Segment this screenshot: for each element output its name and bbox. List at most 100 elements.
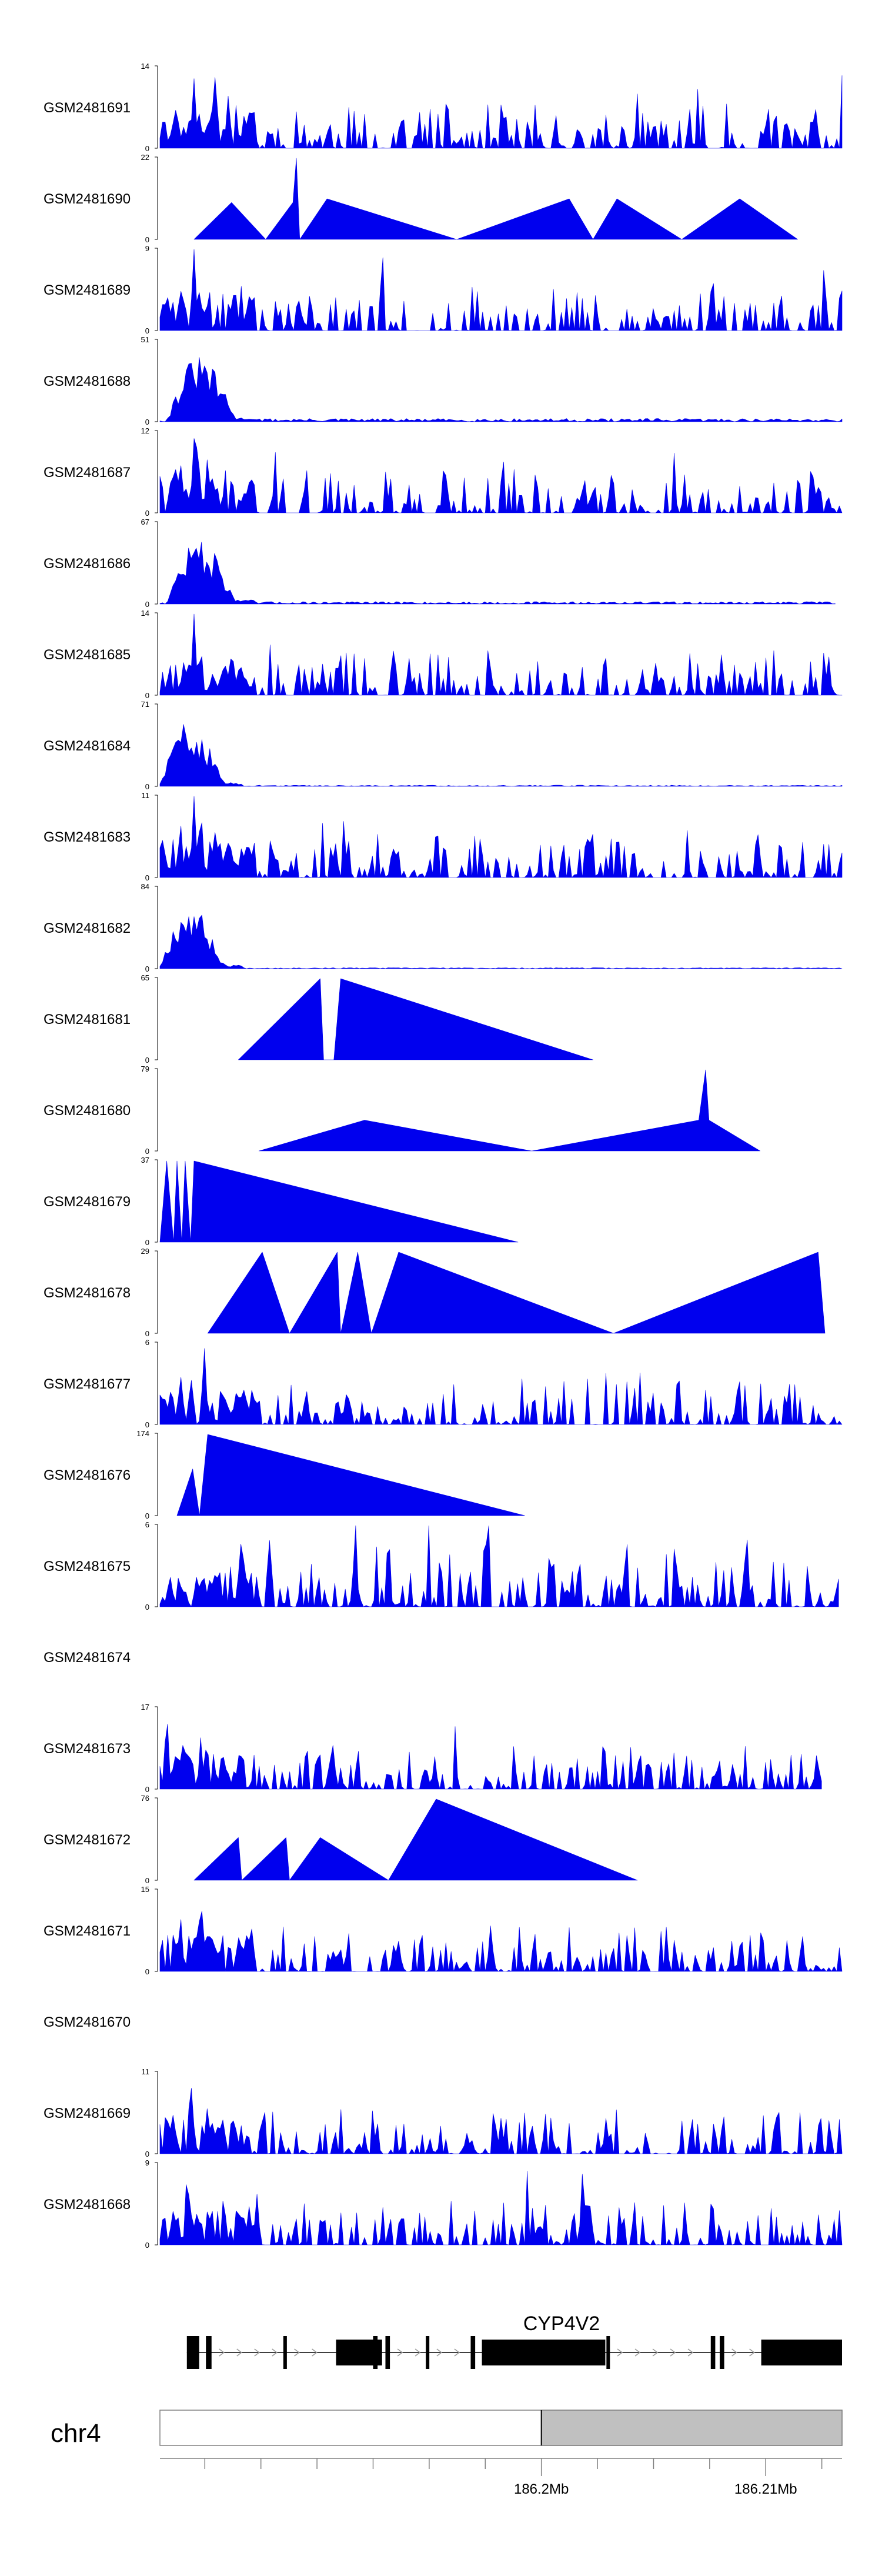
- signal-area: [159, 1348, 843, 1425]
- strand-arrow: [312, 2348, 318, 2357]
- y-tick-label-min: 0: [145, 1056, 149, 1065]
- track-label: GSM2481671: [44, 1923, 131, 1939]
- chromosome-label: chr4: [51, 2419, 101, 2448]
- exon: [283, 2336, 287, 2369]
- track-GSM2481677: GSM2481677 6 0: [44, 1338, 843, 1429]
- signal-area: [159, 1911, 843, 1972]
- y-tick-label-max: 6: [145, 1520, 149, 1529]
- y-tick-label-max: 37: [141, 1156, 149, 1164]
- track-label: GSM2481688: [44, 373, 131, 389]
- y-tick-label-min: 0: [145, 2150, 149, 2158]
- track-label: GSM2481676: [44, 1467, 131, 1483]
- signal-tracks: GSM2481691140GSM2481690220GSM248168990GS…: [44, 62, 843, 2250]
- track-label: GSM2481677: [44, 1376, 131, 1392]
- track-label: GSM2481674: [44, 1650, 131, 1666]
- strand-arrow: [436, 2348, 443, 2357]
- gene-model-track: CYP4V2: [186, 2313, 842, 2369]
- gene-label: CYP4V2: [523, 2313, 600, 2335]
- track-GSM2481673: GSM2481673 17 0: [44, 1703, 822, 1794]
- track-label: GSM2481691: [44, 100, 131, 116]
- track-GSM2481674: GSM2481674: [44, 1650, 131, 1666]
- track-GSM2481672: GSM2481672 76 0: [44, 1794, 638, 1885]
- track-label: GSM2481670: [44, 2014, 131, 2030]
- y-tick-label-min: 0: [145, 1876, 149, 1885]
- signal-area: [176, 1434, 525, 1516]
- y-tick-label-max: 71: [141, 700, 149, 709]
- axis-tick-label: 186.21Mb: [734, 2481, 797, 2497]
- y-tick-label-min: 0: [145, 1511, 149, 1520]
- track-GSM2481671: GSM2481671 15 0: [44, 1885, 843, 1976]
- y-tick-label-max: 65: [141, 973, 149, 982]
- track-GSM2481678: GSM2481678 29 0: [44, 1247, 826, 1338]
- y-tick-label-min: 0: [145, 965, 149, 973]
- signal-area: [159, 438, 843, 513]
- track-GSM2481686: GSM2481686 67 0: [44, 518, 836, 609]
- strand-arrow: [254, 2348, 260, 2357]
- y-tick-label-min: 0: [145, 600, 149, 609]
- strand-arrow: [294, 2348, 300, 2357]
- track-GSM2481668: GSM2481668 9 0: [44, 2158, 843, 2250]
- signal-area: [159, 724, 843, 787]
- exon: [206, 2336, 212, 2369]
- signal-area: [159, 2171, 843, 2245]
- track-label: GSM2481686: [44, 556, 131, 572]
- y-tick-label-max: 79: [141, 1065, 149, 1073]
- track-label: GSM2481690: [44, 191, 131, 207]
- track-GSM2481685: GSM2481685 14 0: [44, 609, 843, 700]
- signal-area: [238, 978, 593, 1060]
- signal-area: [159, 915, 843, 969]
- strand-arrow: [236, 2348, 243, 2357]
- y-tick-label-max: 84: [141, 882, 149, 891]
- highlight-region: [540, 2410, 843, 2446]
- strand-arrow: [652, 2348, 659, 2357]
- strand-arrow: [749, 2348, 755, 2357]
- y-tick-label-max: 15: [141, 1885, 149, 1894]
- y-tick-label-min: 0: [145, 1147, 149, 1156]
- track-label: GSM2481683: [44, 829, 131, 845]
- y-tick-label-min: 0: [145, 326, 149, 335]
- exon: [426, 2336, 430, 2369]
- exon: [720, 2336, 724, 2369]
- track-GSM2481691: GSM2481691 14 0: [44, 62, 843, 153]
- signal-area: [159, 1160, 519, 1243]
- y-tick-label-max: 29: [141, 1247, 149, 1256]
- y-tick-label-min: 0: [145, 782, 149, 791]
- track-label: GSM2481684: [44, 738, 131, 754]
- y-tick-label-max: 11: [142, 2067, 150, 2076]
- track-GSM2481683: GSM2481683 11 0: [44, 791, 843, 882]
- y-tick-label-max: 22: [141, 153, 149, 162]
- track-GSM2481689: GSM2481689 9 0: [44, 244, 843, 335]
- signal-area: [159, 249, 843, 331]
- genome-axis-track: chr4 186.2Mb 186.21Mb: [51, 2410, 843, 2497]
- track-GSM2481687: GSM2481687 12 0: [44, 426, 843, 518]
- track-label: GSM2481679: [44, 1194, 131, 1210]
- y-tick-label-max: 51: [141, 335, 149, 344]
- signal-area: [207, 1252, 826, 1334]
- track-GSM2481688: GSM2481688 51 0: [44, 335, 843, 426]
- strand-arrow: [617, 2348, 623, 2357]
- track-label: GSM2481687: [44, 465, 131, 481]
- signal-area: [159, 357, 843, 422]
- y-tick-label-max: 174: [136, 1429, 149, 1438]
- signal-area: [159, 796, 843, 878]
- exon: [710, 2336, 716, 2369]
- track-GSM2481690: GSM2481690 22 0: [44, 153, 798, 244]
- y-tick-label-max: 12: [141, 426, 149, 435]
- strand-arrow: [397, 2348, 403, 2357]
- track-label: GSM2481668: [44, 2197, 131, 2213]
- y-tick-label-max: 14: [141, 609, 149, 618]
- strand-arrow: [219, 2348, 225, 2357]
- axis-tick-label: 186.2Mb: [514, 2481, 569, 2497]
- track-GSM2481679: GSM2481679 37 0: [44, 1156, 519, 1247]
- track-label: GSM2481681: [44, 1012, 131, 1027]
- track-label: GSM2481678: [44, 1285, 131, 1301]
- y-tick-label-max: 9: [145, 244, 149, 253]
- strand-arrow: [687, 2348, 694, 2357]
- track-GSM2481670: GSM2481670: [44, 2014, 131, 2030]
- track-GSM2481684: GSM2481684 71 0: [44, 700, 843, 791]
- signal-area: [258, 1069, 761, 1152]
- y-tick-label-min: 0: [145, 509, 149, 518]
- strand-arrow: [415, 2348, 421, 2357]
- exon: [761, 2340, 842, 2365]
- y-tick-label-min: 0: [145, 691, 149, 700]
